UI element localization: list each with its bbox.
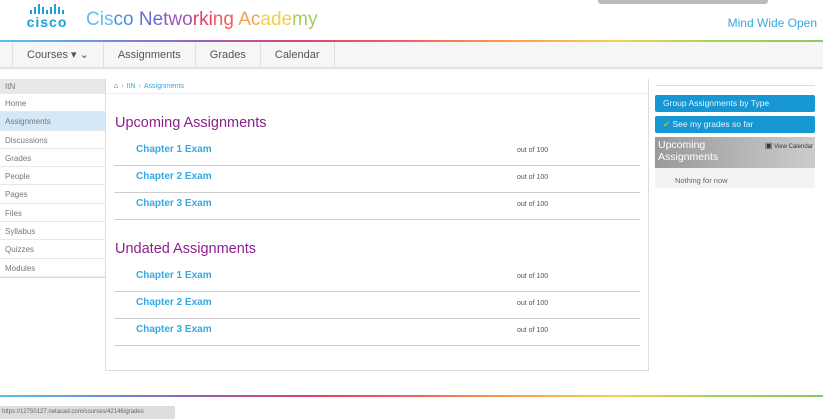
sidebar-item-syllabus[interactable]: Syllabus bbox=[0, 222, 105, 241]
status-bar-url: https://12750127.netacad.com/courses/421… bbox=[0, 406, 175, 419]
assignment-list: Chapter 1 Exam out of 100 Chapter 2 Exam ou… bbox=[114, 265, 640, 346]
sidebar-item-quizzes[interactable]: Quizzes bbox=[0, 240, 105, 259]
brand-title: Cisco Networking Academy bbox=[86, 9, 318, 30]
assignment-link[interactable]: Chapter 1 Exam bbox=[136, 144, 212, 155]
assignment-points: out of 100 bbox=[517, 327, 549, 334]
cisco-wordmark: cisco bbox=[26, 14, 68, 30]
assignment-row: Chapter 1 Exam out of 100 bbox=[114, 265, 640, 292]
nav-assignments[interactable]: Assignments bbox=[102, 42, 195, 67]
assignment-row: Chapter 3 Exam out of 100 bbox=[114, 319, 640, 346]
sidebar-item-pages[interactable]: Pages bbox=[0, 185, 105, 204]
nav-grades[interactable]: Grades bbox=[194, 42, 260, 67]
breadcrumb-course[interactable]: ItN bbox=[126, 83, 136, 90]
upcoming-title: Upcoming Assignments bbox=[658, 139, 719, 163]
assignment-row: Chapter 3 Exam out of 100 bbox=[114, 193, 640, 220]
assignment-row: Chapter 2 Exam out of 100 bbox=[114, 292, 640, 319]
assignment-row: Chapter 2 Exam out of 100 bbox=[114, 166, 640, 193]
sidebar-item-discussions[interactable]: Discussions bbox=[0, 130, 105, 149]
assignment-link[interactable]: Chapter 3 Exam bbox=[136, 198, 212, 209]
sidebar-item-grades[interactable]: Grades bbox=[0, 148, 105, 168]
assignment-row: Chapter 1 Exam out of 100 bbox=[114, 139, 640, 166]
cisco-logo[interactable]: cisco bbox=[22, 4, 72, 30]
footer-divider bbox=[0, 395, 823, 397]
assignment-link[interactable]: Chapter 2 Exam bbox=[136, 171, 212, 182]
assignment-points: out of 100 bbox=[517, 201, 549, 208]
section-title: Undated Assignments bbox=[115, 241, 257, 257]
right-sidebar: Group Assignments by Type ✔ See my grade… bbox=[655, 85, 815, 188]
breadcrumb-assignments[interactable]: Assignments bbox=[143, 83, 184, 90]
sidebar-item-people[interactable]: People bbox=[0, 167, 105, 186]
calendar-icon: ▣ bbox=[764, 141, 773, 150]
sidebar-item-modules[interactable]: Modules bbox=[0, 258, 105, 277]
sidebar-title: ItN bbox=[0, 79, 105, 94]
assignment-link[interactable]: Chapter 2 Exam bbox=[136, 297, 212, 308]
assignment-link[interactable]: Chapter 1 Exam bbox=[136, 270, 212, 281]
header-divider bbox=[0, 40, 823, 43]
course-sidebar: ItN Home Assignments Discussions Grades Peop… bbox=[0, 79, 105, 278]
home-icon[interactable]: ⌂ bbox=[114, 83, 119, 90]
nav-courses[interactable]: Courses ▾ ⌄ bbox=[12, 42, 103, 67]
see-grades-button[interactable]: ✔ See my grades so far bbox=[655, 116, 815, 133]
view-calendar-label: View Calendar bbox=[774, 144, 813, 150]
cisco-bars-icon bbox=[22, 4, 72, 14]
assignment-points: out of 100 bbox=[517, 147, 549, 154]
top-bar-tab bbox=[598, 0, 768, 4]
tagline: Mind Wide Open bbox=[727, 16, 817, 30]
sidebar-item-files[interactable]: Files bbox=[0, 203, 105, 223]
group-by-type-button[interactable]: Group Assignments by Type bbox=[655, 95, 815, 112]
nav-calendar[interactable]: Calendar bbox=[259, 42, 335, 67]
assignment-link[interactable]: Chapter 3 Exam bbox=[136, 324, 212, 335]
nothing-for-now: Nothing for now bbox=[655, 168, 815, 188]
top-nav: Courses ▾ ⌄ Assignments Grades Calendar bbox=[0, 42, 823, 68]
sidebar-item-assignments[interactable]: Assignments bbox=[0, 112, 105, 131]
assignment-list: Chapter 1 Exam out of 100 Chapter 2 Exam ou… bbox=[114, 139, 640, 220]
main-panel: ⌂ › ItN › Assignments Upcoming Assignments Ch… bbox=[105, 79, 649, 371]
see-grades-label: See my grades so far bbox=[672, 119, 754, 129]
view-calendar-link[interactable]: ▣ View Calendar bbox=[765, 140, 813, 153]
upcoming-box: Upcoming Assignments ▣ View Calendar bbox=[655, 137, 815, 168]
assignment-points: out of 100 bbox=[517, 273, 549, 280]
assignment-points: out of 100 bbox=[517, 174, 549, 181]
breadcrumb: ⌂ › ItN › Assignments bbox=[106, 79, 648, 94]
sidebar-item-home[interactable]: Home bbox=[0, 94, 105, 113]
assignment-points: out of 100 bbox=[517, 300, 549, 307]
section-title: Upcoming Assignments bbox=[115, 115, 267, 131]
checkmark-icon: ✔ bbox=[663, 119, 671, 129]
